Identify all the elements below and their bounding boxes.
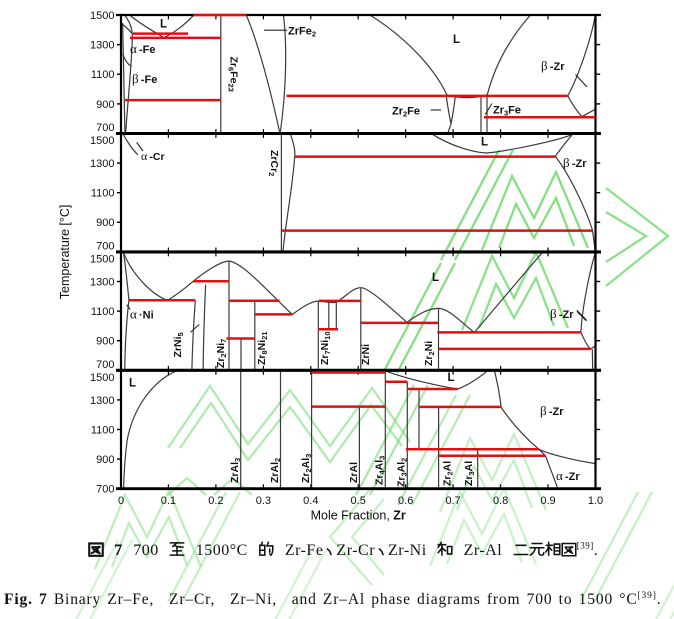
svg-text:700: 700	[96, 240, 114, 252]
svg-text:α -Zr: α -Zr	[556, 468, 580, 483]
svg-text:Zr2Fe: Zr2Fe	[392, 106, 420, 119]
svg-text:ZrNi: ZrNi	[360, 344, 372, 365]
svg-text:1300: 1300	[90, 276, 114, 288]
svg-text:Zr4Al3: Zr4Al3	[374, 456, 387, 485]
svg-text:1300: 1300	[90, 158, 114, 170]
svg-text:α -Fe: α -Fe	[130, 41, 156, 56]
svg-text:Mole Fraction, Zr: Mole Fraction, Zr	[311, 509, 406, 523]
svg-text:ZrCr2: ZrCr2	[267, 150, 280, 176]
svg-text:ZrAl3: ZrAl3	[229, 458, 242, 483]
svg-text:Zr3Al2: Zr3Al2	[396, 458, 409, 487]
svg-text:β -Fe: β -Fe	[132, 71, 157, 86]
svg-text:1100: 1100	[91, 306, 115, 318]
svg-text:700: 700	[96, 484, 114, 496]
svg-text:Zr2Ni7: Zr2Ni7	[215, 339, 228, 368]
svg-text:Zr2Al: Zr2Al	[442, 461, 455, 486]
svg-text:Zr3Al: Zr3Al	[463, 461, 476, 486]
svg-text:1500: 1500	[90, 372, 114, 384]
svg-text:1100: 1100	[91, 424, 115, 436]
svg-text:900: 900	[96, 99, 114, 111]
svg-text:L: L	[432, 272, 439, 284]
svg-text:900: 900	[96, 217, 114, 229]
svg-text:L: L	[453, 34, 460, 46]
svg-text:0.3: 0.3	[256, 495, 271, 507]
svg-text:0.6: 0.6	[398, 495, 413, 507]
svg-text:1100: 1100	[91, 69, 115, 81]
svg-text:1100: 1100	[91, 188, 115, 200]
svg-text:L: L	[129, 378, 136, 390]
svg-text:β -Zr: β -Zr	[541, 58, 565, 73]
svg-text:L: L	[448, 372, 455, 384]
svg-text:0.7: 0.7	[445, 495, 460, 507]
svg-text:β -Zr: β -Zr	[550, 306, 574, 321]
svg-text:0.8: 0.8	[493, 495, 508, 507]
svg-text:Zr3Fe: Zr3Fe	[493, 105, 521, 118]
svg-text:1300: 1300	[90, 395, 114, 407]
svg-text:β -Zr: β -Zr	[563, 155, 587, 170]
svg-text:Zr7Ni10: Zr7Ni10	[319, 331, 332, 365]
svg-text:900: 900	[96, 336, 114, 348]
svg-text:0.4: 0.4	[303, 495, 318, 507]
svg-text:Zr2Al3: Zr2Al3	[300, 454, 313, 483]
svg-text:1300: 1300	[90, 40, 114, 52]
svg-text:ZrAl: ZrAl	[348, 462, 360, 483]
svg-text:α -Cr: α -Cr	[141, 149, 165, 163]
svg-text:1.0: 1.0	[588, 495, 603, 507]
svg-text:L: L	[160, 19, 167, 31]
svg-text:700: 700	[96, 122, 114, 134]
svg-text:ZrFe2: ZrFe2	[288, 26, 316, 39]
svg-text:0.5: 0.5	[351, 495, 366, 507]
svg-text:0: 0	[118, 495, 124, 507]
svg-text:0.2: 0.2	[208, 495, 223, 507]
svg-text:0.9: 0.9	[540, 495, 555, 507]
svg-text:700: 700	[96, 359, 114, 371]
svg-text:0.1: 0.1	[161, 495, 176, 507]
svg-text:α ·Ni: α ·Ni	[130, 307, 154, 322]
svg-text:Zr8Ni21: Zr8Ni21	[256, 331, 269, 365]
svg-text:1500: 1500	[90, 253, 114, 265]
svg-text:β -Zr: β -Zr	[540, 403, 564, 418]
svg-text:L: L	[481, 137, 488, 149]
svg-text:ZrAl2: ZrAl2	[269, 458, 282, 483]
svg-text:Zr6Fe23: Zr6Fe23	[227, 57, 240, 92]
svg-text:1500: 1500	[90, 10, 114, 22]
svg-text:ZrNi5: ZrNi5	[172, 332, 185, 357]
svg-text:1500: 1500	[90, 135, 114, 147]
svg-text:900: 900	[96, 454, 114, 466]
svg-text:Zr2Ni: Zr2Ni	[423, 341, 436, 366]
svg-text:Temperature [°C]: Temperature [°C]	[58, 205, 72, 300]
